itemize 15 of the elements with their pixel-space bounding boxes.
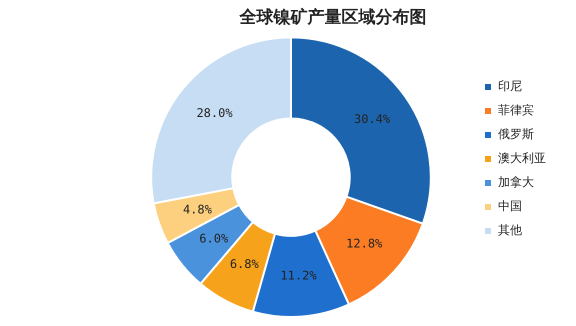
legend-label: 中国 bbox=[498, 199, 522, 214]
legend-label: 菲律宾 bbox=[498, 103, 534, 118]
legend-label: 澳大利亚 bbox=[498, 151, 546, 166]
legend-label: 印尼 bbox=[498, 79, 522, 94]
data-label: 6.8% bbox=[230, 256, 260, 271]
chart-title: 全球镍矿产量区域分布图 bbox=[238, 8, 426, 28]
data-label: 12.8% bbox=[346, 236, 384, 250]
legend-label: 俄罗斯 bbox=[498, 127, 534, 142]
data-label: 11.2% bbox=[280, 268, 318, 282]
data-label: 6.0% bbox=[199, 232, 229, 246]
data-label: 4.8% bbox=[182, 202, 213, 216]
data-label: 30.4% bbox=[354, 112, 391, 126]
legend-label: 加拿大 bbox=[498, 175, 534, 190]
data-label: 28.0% bbox=[196, 106, 234, 120]
legend-label: 其他 bbox=[498, 223, 522, 238]
